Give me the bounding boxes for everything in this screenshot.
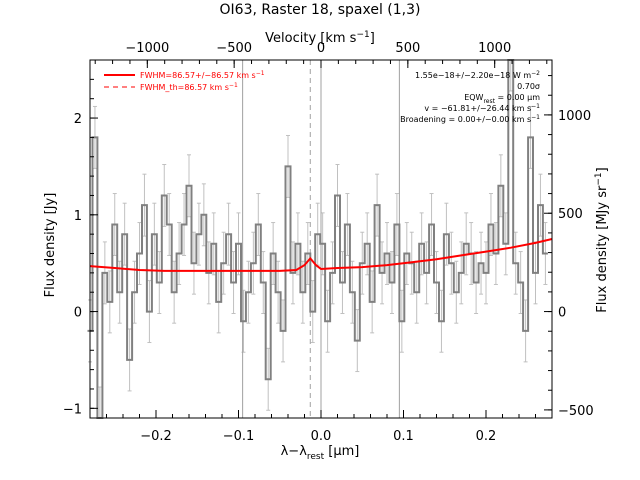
annotation-broadening: Broadening = 0.00+/−0.00 km s−1: [400, 114, 540, 124]
annotation-eqw-main: EQW: [464, 93, 483, 102]
top-tick-label: 1000: [478, 41, 511, 56]
annotation-flux: 1.55e−18+/−2.20e−18 W m−2: [415, 70, 540, 80]
bottom-tick-label: 0.1: [393, 429, 414, 444]
right-axis-title-end: ]: [595, 167, 610, 172]
bottom-axis: −0.2 −0.1 0.0 0.1 0.2: [106, 410, 536, 444]
bottom-axis-title: λ−λrest [μm]: [281, 444, 360, 462]
legend: FWHM=86.57+/−86.57 km s−1 FWHM_th=86.57 …: [104, 70, 265, 92]
bottom-tick-label: −0.2: [140, 429, 172, 444]
top-axis-title-sup: −1: [356, 30, 369, 40]
right-axis: −500 0 500 1000: [544, 75, 594, 419]
bottom-tick-label: −0.1: [223, 429, 255, 444]
legend-label-fwhm-th: FWHM_th=86.57 km s−1: [140, 82, 238, 92]
fit-annotations: 1.55e−18+/−2.20e−18 W m−2 0.70σ EQWrest …: [400, 70, 540, 124]
chart-title: OI63, Raster 18, spaxel (1,3): [220, 2, 421, 18]
annotation-broadening-main: Broadening = 0.00+/−0.00 km s: [400, 115, 531, 124]
right-axis-title-sup: −1: [594, 172, 604, 185]
top-tick-label: 500: [395, 41, 420, 56]
annotation-eqw: EQWrest = 0.00 μm: [464, 93, 540, 105]
left-tick-label: 0: [74, 306, 82, 321]
top-axis: −1000 −500 0 500 1000: [94, 41, 548, 68]
bottom-axis-title-sub: rest: [307, 452, 325, 462]
top-axis-title-end: ]: [370, 31, 375, 46]
annotation-flux-sup: −2: [531, 70, 540, 77]
annotation-sigma: 0.70σ: [517, 82, 540, 91]
bottom-axis-title-main: λ−λ: [281, 444, 308, 459]
top-tick-label: −500: [216, 41, 252, 56]
legend-label-fwhm-th-main: FWHM_th=86.57 km s: [140, 83, 229, 92]
annotation-broadening-sup: −1: [531, 114, 540, 121]
annotation-velocity-main: v = −61.81+/−26.44 km s: [424, 104, 531, 113]
right-axis-title-main: Flux density [MJy sr: [595, 185, 610, 313]
bottom-axis-title-unit: [μm]: [324, 444, 359, 459]
right-tick-label: 500: [558, 207, 583, 222]
left-axis-title: Flux density [Jy]: [43, 193, 58, 298]
left-tick-label: −1: [63, 402, 82, 417]
annotation-flux-main: 1.55e−18+/−2.20e−18 W m: [415, 71, 531, 80]
annotation-eqw-value: = 0.00 μm: [495, 93, 540, 102]
legend-label-fwhm-sup: −1: [256, 70, 265, 77]
left-axis: −1 0 1 2: [63, 59, 98, 417]
bottom-tick-label: 0.2: [476, 429, 497, 444]
annotation-velocity-sup: −1: [531, 103, 540, 110]
legend-label-fwhm: FWHM=86.57+/−86.57 km s−1: [140, 70, 265, 80]
right-axis-title: Flux density [MJy sr−1]: [594, 167, 610, 312]
annotation-velocity: v = −61.81+/−26.44 km s−1: [424, 103, 540, 113]
right-tick-label: 0: [558, 306, 566, 321]
top-tick-label: 0: [317, 41, 325, 56]
series-layer: [87, 59, 553, 419]
left-tick-label: 1: [74, 209, 82, 224]
left-tick-label: 2: [74, 112, 82, 127]
legend-label-fwhm-main: FWHM=86.57+/−86.57 km s: [140, 71, 256, 80]
bottom-tick-label: 0.0: [311, 429, 332, 444]
top-axis-title: Velocity [km s−1]: [265, 30, 375, 46]
right-tick-label: −500: [558, 404, 594, 419]
fit-series: [89, 238, 553, 272]
legend-label-fwhm-th-sup: −1: [229, 82, 238, 89]
right-tick-label: 1000: [558, 109, 591, 124]
top-tick-label: −1000: [125, 41, 169, 56]
top-axis-title-main: Velocity [km s: [265, 31, 357, 46]
annotation-eqw-sub: rest: [483, 98, 495, 105]
